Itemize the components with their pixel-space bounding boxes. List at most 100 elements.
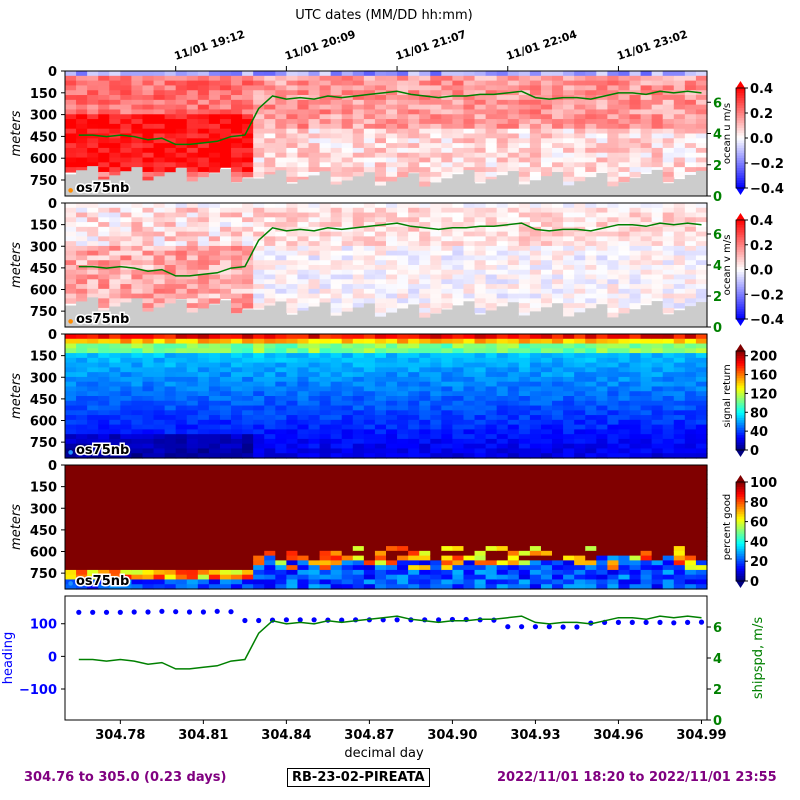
heatmap-cell <box>231 405 243 411</box>
colorbar-step <box>736 420 745 424</box>
heatmap-cell <box>363 348 376 354</box>
heatmap-cell <box>408 128 420 135</box>
depth-axis-title: meters <box>9 242 24 288</box>
heatmap-cell <box>552 128 564 135</box>
heatmap-cell <box>574 443 586 450</box>
heatmap-cell <box>98 353 110 359</box>
heatmap-cell <box>87 396 99 402</box>
heatmap-cell <box>164 279 177 285</box>
heatmap-cell <box>585 348 597 354</box>
speed-line <box>78 90 702 146</box>
heatmap-cell <box>485 334 498 340</box>
heatmap-cell <box>651 95 664 101</box>
heatmap-cell <box>87 293 99 299</box>
heatmap-cell <box>651 207 664 214</box>
heatmap-cell <box>662 217 675 223</box>
heatmap-cell <box>496 71 509 77</box>
heatmap-cell <box>640 90 653 96</box>
heatmap-cell <box>275 438 287 445</box>
heatmap-cell <box>684 109 697 115</box>
heatmap-cell <box>640 284 653 290</box>
heatmap-cell <box>120 386 133 392</box>
heatmap-cell <box>374 362 387 368</box>
heatmap-cell <box>109 531 121 538</box>
heatmap-cell <box>507 343 520 349</box>
heatmap-cell <box>596 222 608 228</box>
heatmap-cell <box>164 443 177 450</box>
heatmap-cell <box>186 484 199 490</box>
heatmap-cell <box>142 334 155 340</box>
heatmap-cell <box>552 203 564 209</box>
heatmap-cell <box>507 338 520 345</box>
heatmap-cell <box>131 260 144 266</box>
heatmap-cell <box>574 99 586 106</box>
heatmap-cell <box>186 85 199 91</box>
heatmap-cell <box>242 157 254 163</box>
heatmap-cell <box>374 265 387 271</box>
heatmap-cell <box>618 245 631 252</box>
heatmap-cell <box>585 338 597 345</box>
heatmap-cell <box>231 376 243 383</box>
colorbar-bottom-arrow <box>736 450 745 457</box>
heatmap-cell <box>264 128 276 135</box>
heatmap-cell <box>208 90 221 96</box>
heatmap-cell <box>242 260 254 266</box>
heatmap-cell <box>319 260 332 266</box>
heatmap-cell <box>352 133 365 139</box>
heatmap-cell <box>618 176 631 183</box>
heatmap-cell <box>695 353 708 359</box>
heatmap-cell <box>186 560 199 566</box>
heatmap-cell <box>441 419 454 426</box>
heatmap-cell <box>87 109 99 115</box>
heatmap-cell <box>485 260 498 266</box>
heatmap-cell <box>574 71 586 77</box>
heatmap-cell <box>264 469 276 476</box>
heatmap-cell <box>98 550 110 557</box>
heatmap-cell <box>496 429 509 435</box>
seabed-fill <box>529 180 542 196</box>
heatmap-cell <box>507 75 520 82</box>
heatmap-cell <box>208 410 221 416</box>
heatmap-cell <box>242 231 254 237</box>
heatmap-cell <box>496 357 509 364</box>
seabed-fill <box>684 174 697 196</box>
heatmap-cell <box>175 85 188 91</box>
heatmap-cell <box>607 85 620 91</box>
heatmap-cell <box>529 99 542 106</box>
heatmap-cell <box>695 415 708 421</box>
heatmap-cell <box>253 555 265 561</box>
heatmap-cell <box>231 512 243 519</box>
heatmap-cell <box>518 143 531 149</box>
heatmap-cell <box>275 579 287 585</box>
heatmap-cell <box>529 438 542 445</box>
heatmap-cell <box>563 453 575 459</box>
heatmap-cell <box>640 372 653 378</box>
heatmap-cell <box>684 207 697 214</box>
heatmap-cell <box>408 362 420 368</box>
heatmap-cell <box>208 99 221 106</box>
heatmap-cell <box>120 555 133 561</box>
heatmap-cell <box>552 343 564 349</box>
heatmap-cell <box>286 376 299 383</box>
seabed-fill <box>98 310 110 327</box>
heatmap-cell <box>374 255 387 261</box>
heatmap-cell <box>231 343 243 349</box>
heatmap-cell <box>397 396 409 402</box>
heatmap-cell <box>695 362 708 368</box>
heatmap-cell <box>197 143 210 149</box>
heatmap-cell <box>408 95 420 101</box>
heatmap-cell <box>651 415 664 421</box>
heatmap-cell <box>109 453 121 459</box>
heatmap-cell <box>65 250 77 257</box>
heatmap-cell <box>419 231 431 237</box>
heatmap-cell <box>275 207 287 214</box>
heatmap-cell <box>109 424 121 430</box>
heatmap-cell <box>208 453 221 459</box>
heatmap-cell <box>507 212 520 218</box>
heatmap-cell <box>574 448 586 454</box>
heatmap-cell <box>419 181 431 187</box>
heatmap-cell <box>231 176 243 183</box>
heatmap-cell <box>607 128 620 135</box>
colorbar-step <box>736 306 745 310</box>
